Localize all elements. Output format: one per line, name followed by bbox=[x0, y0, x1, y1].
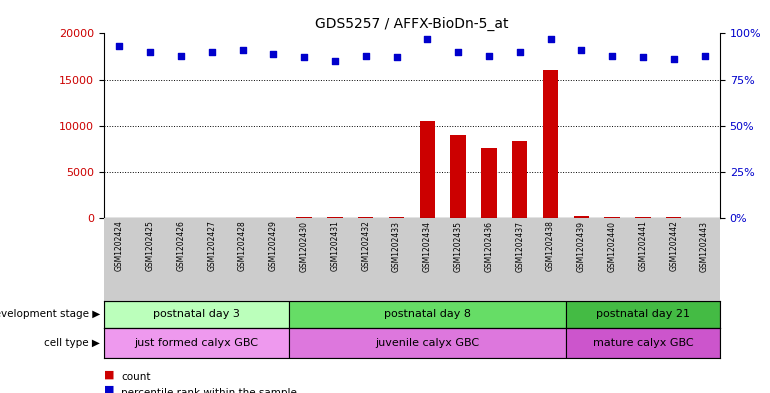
Point bbox=[113, 43, 126, 50]
Text: GSM1202430: GSM1202430 bbox=[300, 220, 309, 272]
Text: GSM1202435: GSM1202435 bbox=[454, 220, 463, 272]
Point bbox=[606, 52, 618, 59]
Text: percentile rank within the sample: percentile rank within the sample bbox=[121, 388, 296, 393]
Text: GSM1202424: GSM1202424 bbox=[115, 220, 124, 272]
Bar bbox=[697, 217, 712, 218]
Text: count: count bbox=[121, 372, 150, 382]
Text: GSM1202434: GSM1202434 bbox=[423, 220, 432, 272]
Text: mature calyx GBC: mature calyx GBC bbox=[593, 338, 693, 348]
Title: GDS5257 / AFFX-BioDn-5_at: GDS5257 / AFFX-BioDn-5_at bbox=[315, 17, 509, 31]
Point bbox=[483, 52, 495, 59]
Bar bbox=[204, 217, 219, 218]
Bar bbox=[666, 217, 681, 218]
Text: GSM1202439: GSM1202439 bbox=[577, 220, 586, 272]
Text: GSM1202436: GSM1202436 bbox=[484, 220, 494, 272]
Bar bbox=[635, 217, 651, 218]
Bar bbox=[327, 217, 343, 218]
Point bbox=[329, 58, 341, 64]
Point bbox=[544, 36, 557, 42]
Bar bbox=[574, 216, 589, 218]
Text: postnatal day 3: postnatal day 3 bbox=[153, 309, 239, 320]
Text: cell type ▶: cell type ▶ bbox=[44, 338, 100, 348]
Point bbox=[298, 54, 310, 61]
Point bbox=[452, 49, 464, 55]
Point bbox=[236, 47, 249, 53]
Point bbox=[390, 54, 403, 61]
Bar bbox=[104, 328, 289, 358]
Bar bbox=[296, 217, 312, 218]
Text: GSM1202441: GSM1202441 bbox=[638, 220, 648, 272]
Bar bbox=[104, 301, 289, 328]
Point bbox=[206, 49, 218, 55]
Text: GSM1202426: GSM1202426 bbox=[176, 220, 186, 272]
Bar bbox=[481, 148, 497, 218]
Text: juvenile calyx GBC: juvenile calyx GBC bbox=[375, 338, 480, 348]
Bar bbox=[420, 121, 435, 218]
Point bbox=[637, 54, 649, 61]
Point bbox=[175, 52, 187, 59]
Text: GSM1202431: GSM1202431 bbox=[330, 220, 340, 272]
Text: GSM1202427: GSM1202427 bbox=[207, 220, 216, 272]
Bar bbox=[604, 217, 620, 218]
Bar bbox=[566, 301, 720, 328]
Point bbox=[267, 51, 280, 57]
Text: postnatal day 21: postnatal day 21 bbox=[596, 309, 690, 320]
Text: GSM1202443: GSM1202443 bbox=[700, 220, 709, 272]
Text: ■: ■ bbox=[104, 369, 115, 379]
Text: ■: ■ bbox=[104, 385, 115, 393]
Bar bbox=[358, 217, 373, 218]
Bar bbox=[566, 328, 720, 358]
Bar bbox=[389, 217, 404, 218]
Bar bbox=[289, 301, 566, 328]
Point bbox=[698, 52, 711, 59]
Point bbox=[421, 36, 434, 42]
Text: GSM1202442: GSM1202442 bbox=[669, 220, 678, 272]
Text: GSM1202428: GSM1202428 bbox=[238, 220, 247, 271]
Point bbox=[514, 49, 526, 55]
Bar bbox=[512, 141, 527, 218]
Text: just formed calyx GBC: just formed calyx GBC bbox=[134, 338, 259, 348]
Point bbox=[144, 49, 156, 55]
Bar bbox=[289, 328, 566, 358]
Point bbox=[575, 47, 588, 53]
Text: GSM1202440: GSM1202440 bbox=[608, 220, 617, 272]
Text: GSM1202438: GSM1202438 bbox=[546, 220, 555, 272]
Bar bbox=[543, 70, 558, 218]
Text: postnatal day 8: postnatal day 8 bbox=[384, 309, 470, 320]
Text: GSM1202433: GSM1202433 bbox=[392, 220, 401, 272]
Text: development stage ▶: development stage ▶ bbox=[0, 309, 100, 320]
Text: GSM1202432: GSM1202432 bbox=[361, 220, 370, 272]
Point bbox=[668, 56, 680, 62]
Text: GSM1202429: GSM1202429 bbox=[269, 220, 278, 272]
Text: GSM1202425: GSM1202425 bbox=[146, 220, 155, 272]
Bar bbox=[450, 135, 466, 218]
Text: GSM1202437: GSM1202437 bbox=[515, 220, 524, 272]
Point bbox=[360, 52, 372, 59]
